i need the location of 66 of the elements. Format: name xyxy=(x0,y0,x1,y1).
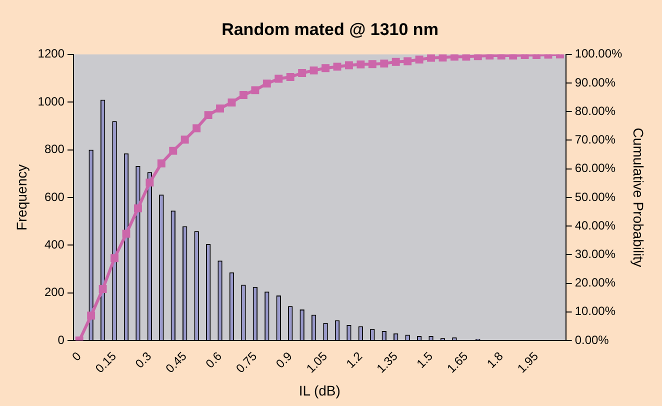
point xyxy=(216,104,224,112)
y2-tick-label: 20.00% xyxy=(574,276,616,290)
point xyxy=(310,66,318,74)
x-tick-label: 0.3 xyxy=(132,348,154,371)
point xyxy=(110,254,118,262)
x-tick-label: 1.5 xyxy=(414,348,436,371)
point xyxy=(322,64,330,72)
x-axis-title: IL (dB) xyxy=(298,382,340,398)
point xyxy=(509,54,518,60)
point xyxy=(274,74,283,83)
point xyxy=(122,230,130,238)
point xyxy=(344,61,353,70)
y2-tick-label: 0.00% xyxy=(574,332,610,347)
x-tick-label: 0.9 xyxy=(273,348,296,371)
y2-tick-label: 10.00% xyxy=(574,304,616,318)
point xyxy=(486,54,494,60)
point xyxy=(98,285,107,293)
x-tick-label: 0 xyxy=(69,348,84,364)
y-tick-label: 1200 xyxy=(38,46,65,61)
point xyxy=(462,54,470,61)
y2-tick-label: 80.00% xyxy=(574,104,616,118)
point xyxy=(356,60,365,68)
y2-tick-label: 90.00% xyxy=(574,75,616,90)
y2-axis-title: Cumulative Probability xyxy=(630,128,647,268)
y2-tick-label: 40.00% xyxy=(574,218,616,232)
x-tick-label: 0.6 xyxy=(202,348,225,371)
y-tick-label: 600 xyxy=(44,190,65,204)
y2-tick-label: 30.00% xyxy=(574,246,616,261)
y-tick-label: 800 xyxy=(44,142,65,156)
point xyxy=(146,178,154,187)
y2-tick-label: 60.00% xyxy=(574,161,616,176)
point xyxy=(228,98,236,106)
point xyxy=(404,57,412,66)
chart-title: Random mated @ 1310 nm xyxy=(222,20,438,39)
point xyxy=(298,69,306,77)
point xyxy=(192,124,201,132)
x-tick-label: 1.2 xyxy=(343,348,366,371)
point xyxy=(380,60,388,68)
y-tick-label: 400 xyxy=(44,237,65,252)
point xyxy=(286,73,294,81)
point xyxy=(497,54,506,60)
point xyxy=(333,62,342,71)
y-tick-label: 1000 xyxy=(38,94,65,108)
point xyxy=(427,54,435,62)
point xyxy=(438,54,447,62)
x-tick-label: 1.8 xyxy=(484,348,506,371)
y-axis-title: Frequency xyxy=(13,164,30,231)
point xyxy=(450,54,458,61)
y2-tick-label: 100.00% xyxy=(574,46,623,61)
point xyxy=(180,136,189,144)
point xyxy=(134,204,142,212)
point xyxy=(262,80,271,88)
y-tick-label: 0 xyxy=(58,332,65,347)
point xyxy=(239,91,248,99)
point xyxy=(169,146,178,155)
point xyxy=(368,60,376,68)
point xyxy=(157,159,166,168)
y2-tick-label: 50.00% xyxy=(574,190,616,204)
point xyxy=(392,58,400,66)
point xyxy=(204,111,212,120)
point xyxy=(87,312,96,320)
point xyxy=(474,54,482,60)
y-tick-label: 200 xyxy=(44,285,65,300)
point xyxy=(415,56,424,64)
y2-tick-label: 70.00% xyxy=(574,132,616,147)
point xyxy=(251,86,260,94)
